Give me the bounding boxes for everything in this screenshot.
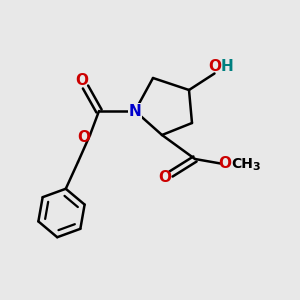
Text: H: H (221, 59, 233, 74)
Text: O: O (218, 156, 232, 171)
Text: O: O (158, 170, 172, 185)
Text: O: O (208, 59, 221, 74)
Text: 3: 3 (252, 162, 260, 172)
Text: CH: CH (231, 157, 253, 170)
Text: N: N (129, 103, 141, 118)
Text: O: O (75, 73, 88, 88)
Text: O: O (77, 130, 90, 146)
